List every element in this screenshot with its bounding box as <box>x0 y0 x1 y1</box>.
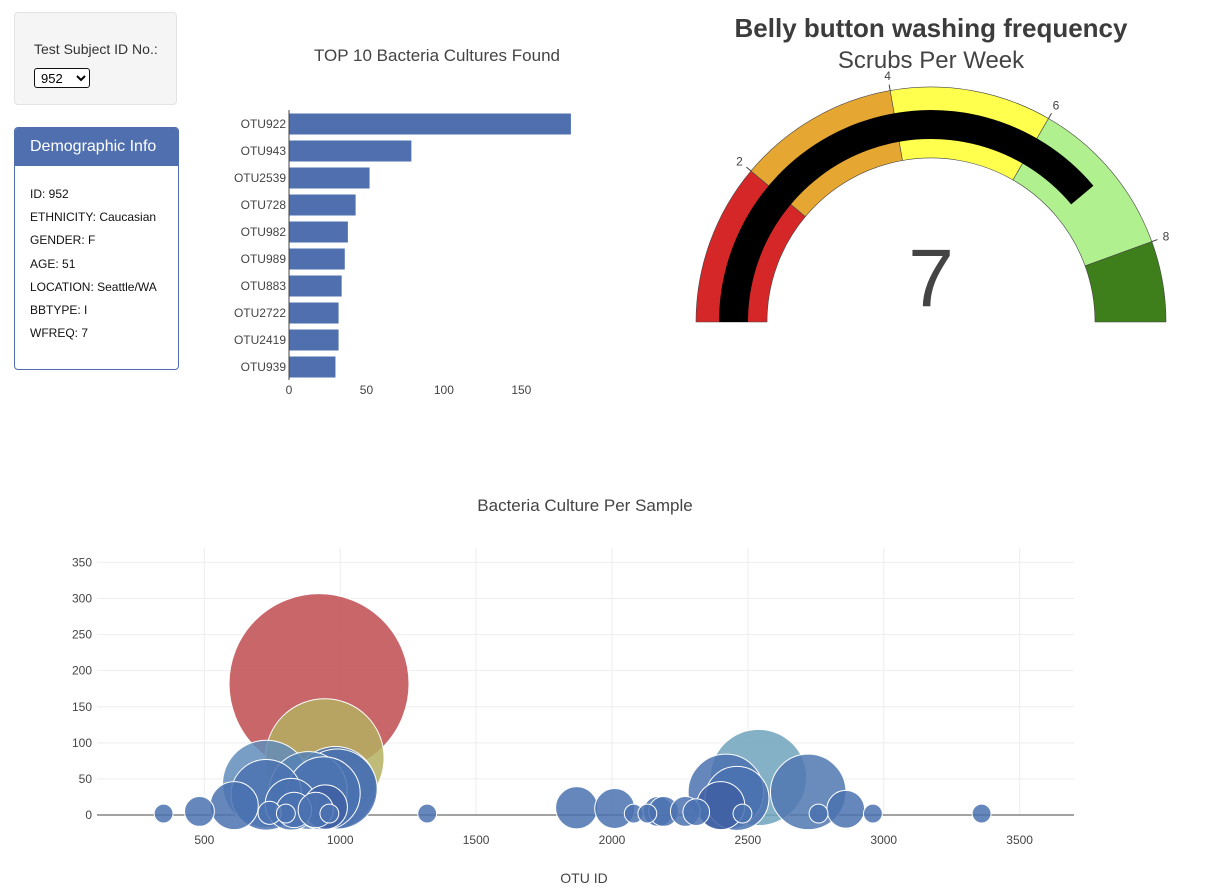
bubble-point <box>862 803 883 824</box>
demo-key: AGE <box>30 256 56 271</box>
bubble-x-tick-label: 2000 <box>599 833 626 847</box>
demo-key: LOCATION <box>30 279 91 294</box>
bubble-point <box>555 786 599 830</box>
demo-row-age: AGE: 51 <box>30 256 76 271</box>
gauge-value: 7 <box>908 233 954 324</box>
bar-category-label: OTU982 <box>241 225 287 239</box>
bubble-chart: Bacteria Culture Per Sample OTU ID 500 10… <box>72 496 1074 886</box>
demo-value: Seattle/WA <box>97 279 157 294</box>
gauge-tick <box>746 166 752 172</box>
demo-row-gender: GENDER: F <box>30 233 96 248</box>
bubble-point <box>637 803 658 824</box>
subject-selector-well: Test Subject ID No.: 952 <box>14 12 177 105</box>
gauge-tick <box>1151 239 1158 243</box>
bubble-point <box>971 803 992 824</box>
gauge-tick-label: 2 <box>736 154 743 168</box>
subject-selector-label: Test Subject ID No.: <box>34 41 158 57</box>
bubble-point <box>732 803 753 824</box>
bar-otu922 <box>289 113 571 135</box>
bubble-point <box>275 803 296 824</box>
bubble-y-tick-label: 300 <box>72 592 92 606</box>
bar-category-label: OTU883 <box>241 279 287 293</box>
bar-category-label: OTU2722 <box>234 306 286 320</box>
bar-x-tick-label: 150 <box>511 383 531 397</box>
bubble-y-tick-label: 50 <box>79 772 93 786</box>
gauge-subtitle: Scrubs Per Week <box>838 47 1025 74</box>
gauge-band-4 <box>1084 241 1167 323</box>
demo-row-location: LOCATION: Seattle/WA <box>30 279 157 294</box>
bar-category-label: OTU2419 <box>234 333 286 347</box>
bar-otu2722 <box>289 302 339 324</box>
demo-row-bbtype: BBTYPE: I <box>30 302 88 317</box>
wash-frequency-gauge: Belly button washing frequency Scrubs Pe… <box>695 13 1170 324</box>
demo-row-ethnicity: ETHNICITY: Caucasian <box>30 210 157 225</box>
bar-category-label: OTU922 <box>241 117 287 131</box>
bubble-point <box>319 803 340 824</box>
bubble-point <box>209 781 259 831</box>
bubble-y-tick-label: 200 <box>72 664 92 678</box>
bubble-point <box>682 798 711 826</box>
bar-otu883 <box>289 275 342 297</box>
demo-key: ID <box>30 187 42 201</box>
bubble-point <box>153 803 174 824</box>
bar-x-tick-label: 0 <box>286 383 293 397</box>
gauge-title: Belly button washing frequency <box>735 13 1128 43</box>
bubble-chart-title: Bacteria Culture Per Sample <box>477 496 692 515</box>
demo-value: I <box>84 302 88 317</box>
bar-category-label: OTU939 <box>241 360 287 374</box>
bubble-y-tick-label: 150 <box>72 700 92 714</box>
bar-x-tick-label: 50 <box>360 383 374 397</box>
bar-otu982 <box>289 221 348 243</box>
demo-value: 7 <box>81 326 89 341</box>
demo-row-wfreq: WFREQ: 7 <box>30 326 89 341</box>
gauge-value-bar <box>719 110 1094 322</box>
bubble-y-tick-label: 0 <box>85 808 92 822</box>
demo-key: BBTYPE <box>30 302 78 317</box>
bar-chart-title: TOP 10 Bacteria Cultures Found <box>314 46 560 65</box>
gauge-tick-label: 6 <box>1053 98 1060 112</box>
bar-category-label: OTU2539 <box>234 171 286 185</box>
top10-bar-chart: TOP 10 Bacteria Cultures Found OTU922 OTU… <box>234 46 571 397</box>
demographic-info-body: ID: 952 ETHNICITY: Caucasian GENDER: F A… <box>15 166 178 345</box>
bubble-point <box>808 803 829 824</box>
bubble-y-tick-label: 350 <box>72 555 92 569</box>
bubble-x-tick-label: 1000 <box>327 833 354 847</box>
demographic-info-title: Demographic Info <box>15 128 178 166</box>
gauge-tick <box>888 84 891 91</box>
bubble-x-tick-label: 500 <box>194 833 214 847</box>
bar-otu943 <box>289 140 412 162</box>
bar-category-label: OTU943 <box>241 144 287 158</box>
bar-category-label: OTU989 <box>241 252 287 266</box>
subject-id-select[interactable]: 952 <box>34 68 90 88</box>
bar-category-label: OTU728 <box>241 198 287 212</box>
bubble-point <box>826 789 866 829</box>
bubble-x-tick-label: 3000 <box>870 833 897 847</box>
bar-x-tick-label: 100 <box>434 383 454 397</box>
demo-key: GENDER <box>30 233 82 248</box>
demo-value: Caucasian <box>99 210 157 225</box>
demographic-info-panel: Demographic Info ID: 952 ETHNICITY: Cauc… <box>14 127 179 370</box>
gauge-tick <box>1048 113 1052 119</box>
bar-otu989 <box>289 248 345 270</box>
demo-key: ETHNICITY <box>30 210 93 225</box>
bar-otu728 <box>289 194 356 216</box>
demo-value: F <box>88 233 96 248</box>
bubble-x-tick-label: 1500 <box>463 833 490 847</box>
demo-key: WFREQ <box>30 326 75 341</box>
bubble-y-tick-label: 100 <box>72 736 92 750</box>
bar-otu2539 <box>289 167 370 189</box>
bubble-x-axis-label: OTU ID <box>560 870 607 886</box>
bar-otu2419 <box>289 329 339 351</box>
bubble-x-tick-label: 3500 <box>1006 833 1033 847</box>
gauge-tick-label: 8 <box>1163 229 1170 243</box>
demo-value: 952 <box>48 187 69 201</box>
bar-otu939 <box>289 356 336 378</box>
bubble-point <box>184 795 215 827</box>
demo-value: 51 <box>62 256 76 271</box>
bubble-x-tick-label: 2500 <box>735 833 762 847</box>
bubble-point <box>417 803 438 824</box>
gauge-tick-label: 4 <box>884 69 891 83</box>
demo-row-id: ID: 952 <box>30 187 69 201</box>
bubble-y-tick-label: 250 <box>72 628 92 642</box>
